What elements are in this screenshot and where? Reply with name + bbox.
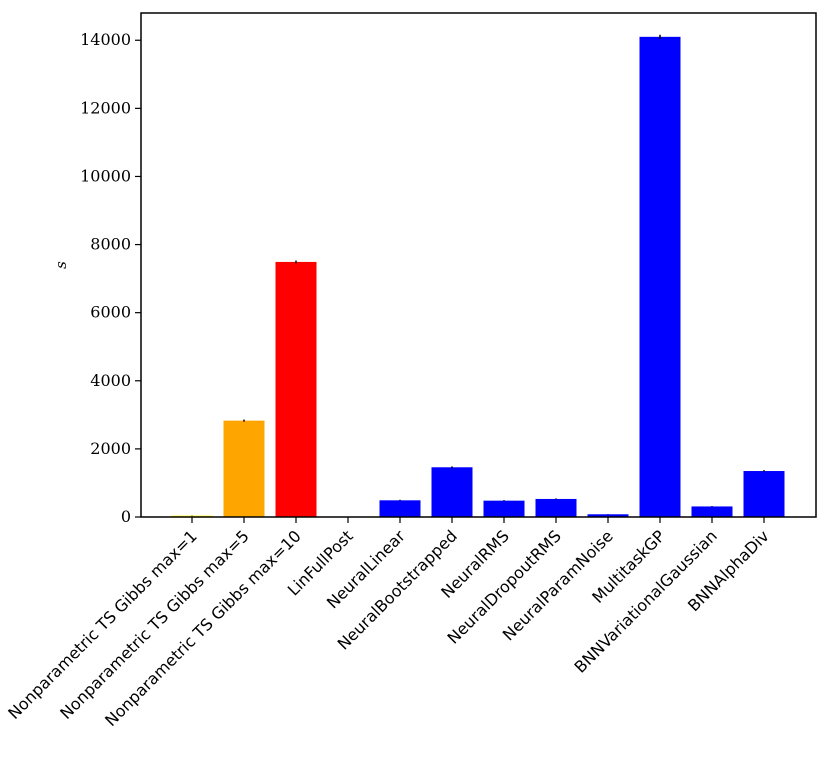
bar xyxy=(275,261,317,517)
y-tick-label: 6000 xyxy=(90,303,131,322)
bar xyxy=(379,500,421,517)
bar xyxy=(587,514,629,517)
y-tick-label: 0 xyxy=(121,507,131,526)
x-tick-label: Nonparametric TS Gibbs max=10 xyxy=(101,526,305,730)
y-tick-label: 12000 xyxy=(80,98,131,117)
y-tick-label: 10000 xyxy=(80,166,131,185)
bar xyxy=(743,471,785,517)
y-axis-label: s xyxy=(52,261,70,269)
y-tick-label: 8000 xyxy=(90,235,131,254)
bar xyxy=(691,506,733,517)
bar xyxy=(535,498,577,517)
y-tick-label: 2000 xyxy=(90,439,131,458)
y-tick-label: 4000 xyxy=(90,371,131,390)
plot-frame xyxy=(140,12,817,518)
y-tick-label: 14000 xyxy=(80,30,131,49)
bar xyxy=(223,420,265,517)
x-tick-label: Nonparametric TS Gibbs max=5 xyxy=(56,526,252,722)
bars-layer xyxy=(171,34,785,518)
bar xyxy=(639,36,681,518)
x-tick-label: Nonparametric TS Gibbs max=1 xyxy=(4,526,200,722)
bar xyxy=(483,500,525,517)
bar xyxy=(431,467,473,517)
